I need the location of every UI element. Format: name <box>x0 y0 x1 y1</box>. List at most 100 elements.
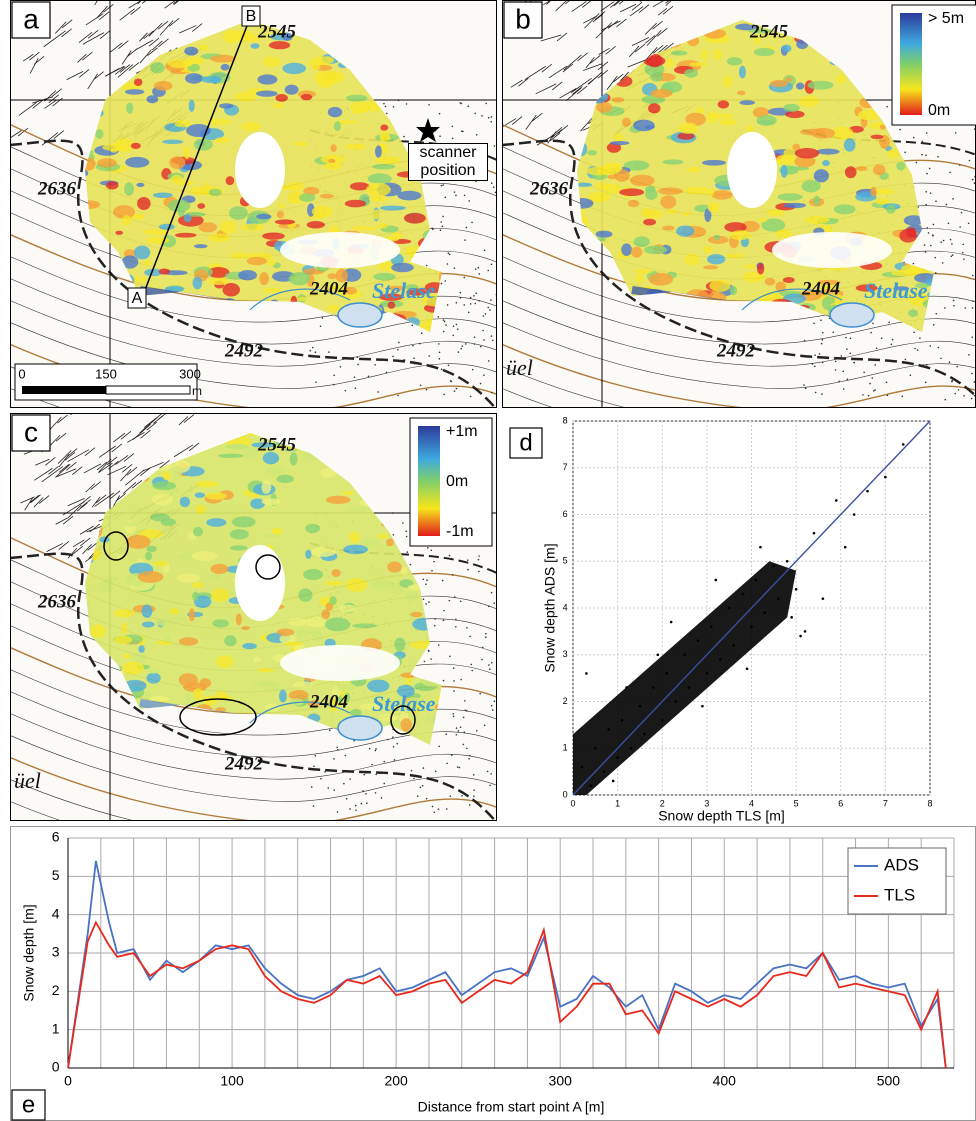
map-dot <box>821 338 824 341</box>
map-dot <box>498 161 500 163</box>
snow-hole <box>772 232 892 268</box>
scale-bar-black <box>22 386 106 394</box>
snow-patch <box>700 49 709 60</box>
snow-patch <box>146 672 161 684</box>
rock-hatch <box>33 495 50 508</box>
map-dot <box>904 358 907 361</box>
snow-patch <box>400 566 408 577</box>
map-dot <box>821 361 824 364</box>
map-dot <box>315 381 317 383</box>
y-tick-label: 4 <box>52 905 60 921</box>
map-dot <box>490 591 493 594</box>
snow-patch <box>151 493 174 506</box>
snow-patch <box>300 93 313 101</box>
snow-patch <box>150 513 170 522</box>
snow-patch <box>142 621 155 628</box>
snow-patch <box>742 271 766 283</box>
map-dot <box>490 335 493 337</box>
map-dot <box>477 266 480 269</box>
map-dot <box>468 757 470 760</box>
snow-patch <box>729 285 738 296</box>
scanner-star <box>416 118 440 142</box>
scale-bar-white <box>105 385 191 395</box>
map-dot <box>951 243 953 245</box>
map-dot <box>838 380 840 383</box>
map-dot <box>419 384 422 387</box>
rock-hatch <box>67 502 88 519</box>
snow-patch <box>786 166 810 171</box>
map-dot <box>333 789 336 791</box>
map-dot <box>970 397 973 400</box>
rock-hatch <box>121 48 138 65</box>
map-dot <box>462 716 465 719</box>
snow-patch <box>794 155 816 168</box>
snow-patch <box>645 185 656 194</box>
snow-patch <box>312 629 323 642</box>
snow-patch <box>327 304 340 312</box>
map-dot <box>442 330 445 333</box>
snow-patch <box>241 35 260 42</box>
snow-patch <box>577 182 593 187</box>
snow-patch <box>233 92 257 102</box>
snow-patch <box>365 182 391 197</box>
snow-patch <box>289 452 298 466</box>
map-dot <box>425 264 428 267</box>
snow-patch <box>143 260 152 266</box>
elevation-label: 2636 <box>37 591 77 612</box>
snow-patch <box>641 207 653 218</box>
scatter-point <box>803 630 807 633</box>
map-dot <box>971 274 974 277</box>
map-dot <box>925 190 928 193</box>
snow-patch <box>380 135 391 141</box>
map-dot <box>484 313 487 315</box>
rock-hatch <box>67 447 96 462</box>
map-dot <box>822 331 824 334</box>
map-dot <box>481 658 483 661</box>
snow-patch <box>325 580 343 586</box>
snow-patch <box>777 193 803 201</box>
rock-hatch <box>582 13 604 24</box>
map-dot <box>363 773 366 776</box>
elevation-label: 2404 <box>309 691 348 712</box>
scatter-point <box>629 746 633 750</box>
point-label: A <box>132 290 143 307</box>
map-dot <box>457 730 460 732</box>
snow-patch <box>924 278 934 287</box>
map-dot <box>371 763 373 766</box>
snow-patch <box>684 253 700 266</box>
map-dot <box>912 136 915 139</box>
snow-hole <box>280 232 400 268</box>
map-dot <box>438 112 441 115</box>
snow-patch <box>133 78 143 86</box>
snow-patch <box>241 121 262 131</box>
snow-patch <box>320 467 337 478</box>
snow-patch <box>345 578 368 592</box>
map-dot <box>490 773 492 775</box>
x-tick-label: 100 <box>220 1073 244 1089</box>
map-dot <box>475 133 478 136</box>
map-dot <box>336 749 339 751</box>
snow-patch <box>671 50 688 56</box>
point-label: B <box>246 8 257 25</box>
snow-patch <box>343 544 368 555</box>
snow-patch <box>296 628 315 636</box>
snow-patch <box>224 635 237 647</box>
rock-hatch <box>606 73 624 90</box>
map-dot <box>463 276 466 279</box>
map-dot <box>853 361 855 364</box>
map-dot <box>465 710 468 712</box>
map-dot <box>463 194 466 197</box>
y-tick-label: 6 <box>52 829 60 845</box>
legend-label: > 5m <box>928 10 964 27</box>
snow-patch <box>124 182 135 196</box>
snow-patch <box>769 79 789 88</box>
map-dot <box>336 746 338 749</box>
map-dot <box>490 182 493 184</box>
map-dot <box>385 112 388 115</box>
map-dot <box>463 304 466 306</box>
map-dot <box>403 135 405 138</box>
legend-label: TLS <box>884 885 915 904</box>
rock-hatch <box>54 19 73 34</box>
snow-patch <box>353 107 367 113</box>
map-dot <box>834 360 837 363</box>
